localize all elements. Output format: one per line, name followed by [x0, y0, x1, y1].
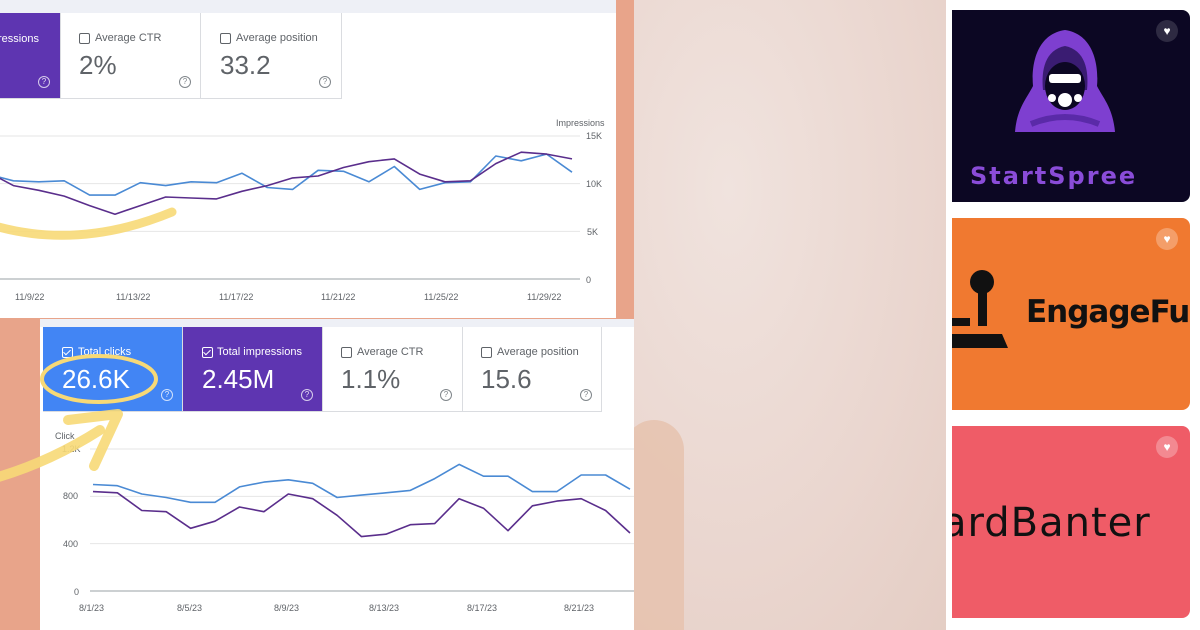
x-tick: 11/21/22 — [321, 292, 356, 302]
impressions-line-chart — [0, 135, 580, 280]
y-tick: 15K — [586, 131, 603, 141]
divider — [946, 0, 952, 630]
checkbox-icon[interactable] — [79, 33, 90, 44]
logo-text: StartSpree — [970, 162, 1138, 190]
x-tick: 8/5/23 — [177, 603, 203, 613]
help-icon[interactable]: ? — [301, 389, 313, 401]
help-icon[interactable]: ? — [580, 389, 592, 401]
impressions-series-line-0 — [0, 153, 573, 196]
y-tick: 10K — [586, 179, 603, 189]
metric-label: Total impressions — [217, 346, 302, 358]
metric-value: 1.1% — [341, 364, 401, 394]
metric-label: Average position — [497, 346, 579, 358]
y-tick: 800 — [63, 491, 79, 501]
clicks-series-line-0 — [92, 463, 631, 504]
metric-average-ctr-2022[interactable]: Average CTR 2% ? — [61, 13, 201, 99]
heart-icon[interactable]: ♥ — [1156, 228, 1178, 250]
help-icon[interactable]: ? — [319, 76, 331, 88]
metric-value: 33.2 — [220, 50, 271, 80]
clicks-line-chart — [90, 448, 634, 592]
logo-text: ardBanter — [952, 500, 1151, 546]
card-cardbanter[interactable]: ♥ ardBanter — [952, 426, 1190, 618]
x-tick: 11/9/22 — [15, 292, 45, 302]
checkbox-icon[interactable] — [220, 33, 231, 44]
metric-average-position[interactable]: Average position 15.6 ? — [463, 327, 602, 412]
panel-top-band — [0, 0, 616, 13]
joystick-icon — [952, 270, 1008, 348]
help-icon[interactable]: ? — [161, 389, 173, 401]
x-tick: 8/9/23 — [274, 603, 300, 613]
card-startspree[interactable]: ♥ StartSpree — [952, 10, 1190, 202]
metric-value: 2.45M — [202, 364, 275, 394]
metric-label: Average CTR — [357, 346, 424, 358]
metric-value: 2% — [79, 50, 117, 80]
metric-label: Average position — [236, 32, 318, 44]
background-photo — [624, 0, 950, 630]
panel-top-band — [40, 319, 634, 327]
metric-label: ressions — [0, 33, 39, 45]
y-tick: 400 — [63, 539, 79, 549]
x-tick: 8/1/23 — [79, 603, 105, 613]
axis-title: Impressions — [556, 118, 605, 128]
metric-average-position-2022[interactable]: Average position 33.2 ? — [201, 13, 342, 99]
y-tick: 5K — [587, 227, 599, 237]
metric-average-ctr[interactable]: Average CTR 1.1% ? — [323, 327, 463, 412]
checkbox-icon[interactable] — [481, 347, 492, 358]
x-tick: 8/13/23 — [369, 603, 400, 613]
checkbox-icon[interactable] — [202, 347, 213, 358]
x-tick: 11/17/22 — [219, 292, 254, 302]
metric-label: Average CTR — [95, 32, 162, 44]
heart-icon[interactable]: ♥ — [1156, 20, 1178, 42]
search-console-panel-2023: Total clicks 26.6K ? Total impressions 2… — [40, 319, 634, 630]
x-tick: 11/29/22 — [527, 292, 562, 302]
x-tick: 11/13/22 — [116, 292, 151, 302]
metric-value: 15.6 — [481, 364, 532, 394]
metric-total-impressions-2022[interactable]: ressions ? — [0, 13, 61, 99]
help-icon[interactable]: ? — [179, 76, 191, 88]
help-icon[interactable]: ? — [38, 76, 50, 88]
metric-total-impressions[interactable]: Total impressions 2.45M ? — [183, 327, 323, 412]
card-engagefun[interactable]: ♥ EngageFun — [952, 218, 1190, 410]
checkbox-icon[interactable] — [341, 347, 352, 358]
logo-text: EngageFun — [1026, 294, 1190, 330]
impressions-series-line-1 — [0, 151, 573, 215]
x-tick: 8/21/23 — [564, 603, 595, 613]
help-icon[interactable]: ? — [440, 389, 452, 401]
background-shoulder — [624, 420, 684, 630]
y-tick: 0 — [74, 587, 80, 597]
x-tick: 8/17/23 — [467, 603, 498, 613]
hooded-mask-icon — [1015, 30, 1115, 132]
clicks-series-line-1 — [92, 490, 631, 538]
heart-icon[interactable]: ♥ — [1156, 436, 1178, 458]
y-tick: 0 — [586, 275, 592, 285]
x-tick: 11/25/22 — [424, 292, 459, 302]
search-console-panel-2022: ressions ? Average CTR 2% ? Average posi… — [0, 0, 616, 318]
